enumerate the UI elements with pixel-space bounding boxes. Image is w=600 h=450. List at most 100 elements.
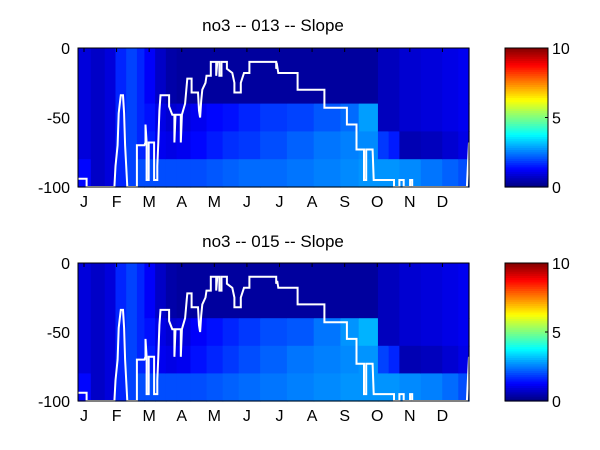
colorbar-segment (505, 381, 548, 385)
heatmap-cell (206, 318, 224, 347)
heatmap-cell (144, 131, 156, 160)
heatmap-cell (458, 103, 470, 132)
colorbar-segment (505, 357, 548, 361)
heatmap-cell (313, 345, 342, 374)
heatmap-cell (222, 159, 240, 188)
heatmap-cell (260, 373, 288, 402)
x-tick-label: M (143, 408, 156, 425)
colorbar-segment (505, 288, 548, 292)
colorbar-tick-label: 10 (552, 256, 570, 273)
heatmap-cell (176, 131, 192, 160)
mixed-layer-line (78, 275, 470, 402)
heatmap-cell (260, 345, 288, 374)
colorbar-segment (505, 297, 548, 301)
colorbar-segment (505, 58, 548, 62)
heatmap-cell (176, 263, 192, 319)
colorbar-segment (505, 280, 548, 284)
heatmap-cell (144, 103, 156, 132)
heatmap-cell (176, 345, 192, 374)
heatmap-cell (442, 131, 459, 160)
heatmap-cell (238, 103, 261, 132)
colorbar-tick-label: 0 (552, 394, 561, 411)
heatmap-cell (104, 48, 117, 105)
colorbar-segment (505, 71, 548, 75)
heatmap-cell (190, 131, 208, 160)
colorbar-segment (505, 338, 548, 342)
colorbar-segment (505, 334, 548, 337)
heatmap-cell (136, 263, 146, 319)
colorbar-segment (505, 299, 548, 303)
heatmap-cell (190, 373, 208, 402)
colorbar-segment (505, 310, 548, 314)
heatmap-cell (206, 103, 224, 132)
colorbar-segment (505, 342, 548, 346)
x-tick-label: F (112, 194, 122, 211)
colorbar-segment (505, 375, 548, 378)
y-tick-label: 0 (61, 41, 70, 58)
heatmap-cell (399, 373, 422, 402)
heatmap-cell (377, 345, 390, 374)
heatmap-cell (340, 159, 360, 188)
heatmap-cell (377, 263, 390, 319)
heatmap-cell (358, 373, 379, 402)
heatmap-cell (458, 159, 470, 188)
colorbar-segment (505, 56, 548, 60)
colorbar-tick-label: 5 (552, 111, 561, 128)
colorbar-segment (505, 52, 548, 56)
heatmap-cell (136, 318, 146, 347)
heatmap-cell (313, 373, 342, 402)
heatmap-cell (388, 159, 400, 188)
colorbar-segment (505, 139, 548, 142)
colorbar-segment (505, 327, 548, 331)
heatmap-cell (78, 318, 92, 347)
heatmap-cell (358, 318, 379, 347)
x-tick-label: J (276, 408, 284, 425)
x-tick-label: J (276, 194, 284, 211)
colorbar-segment (505, 143, 548, 147)
heatmap-cell (442, 373, 459, 402)
colorbar-segment (505, 61, 548, 64)
x-tick-label: J (243, 408, 251, 425)
colorbar-segment (505, 126, 548, 129)
colorbar-segment (505, 392, 548, 396)
colorbar-segment (505, 97, 548, 101)
heatmap-cell (155, 48, 167, 105)
heatmap-cell (420, 318, 443, 347)
heatmap-cell (136, 48, 146, 105)
heatmap-cell (260, 131, 288, 160)
heatmap-cell (144, 345, 156, 374)
colorbar-segment (505, 84, 548, 88)
colorbar-segment (505, 110, 548, 114)
heatmap-cell (420, 373, 443, 402)
colorbar-segment (505, 150, 548, 153)
colorbar-segment (505, 377, 548, 381)
x-tick-label: M (208, 194, 221, 211)
heatmap-cell (358, 159, 379, 188)
heatmap-cell (165, 48, 178, 105)
colorbar-segment (505, 74, 548, 77)
y-tick-label: 0 (61, 256, 70, 273)
colorbar-segment (505, 329, 548, 333)
heatmap-cell (420, 159, 443, 188)
y-tick-label: -100 (38, 180, 70, 197)
x-tick-label: J (80, 194, 88, 211)
colorbar-segment (505, 69, 548, 73)
heatmap-cell (238, 131, 261, 160)
colorbar-segment (505, 286, 548, 290)
colorbar-segment (505, 366, 548, 370)
heatmap-cell (286, 103, 315, 132)
colorbar-segment (505, 104, 548, 108)
heatmap-cell (104, 373, 117, 402)
colorbar-segment (505, 115, 548, 119)
colorbar-segment (505, 137, 548, 140)
heatmap-cell (399, 103, 422, 132)
colorbar-segment (505, 82, 548, 86)
colorbar-segment (505, 130, 548, 134)
colorbar-segment (505, 379, 548, 383)
heatmap-cell (176, 159, 192, 188)
colorbar-segment (505, 80, 548, 84)
heatmap-cell (458, 131, 470, 160)
heatmap-cell (458, 48, 470, 105)
heatmap-cell (90, 345, 106, 374)
heatmap-cell (104, 263, 117, 319)
